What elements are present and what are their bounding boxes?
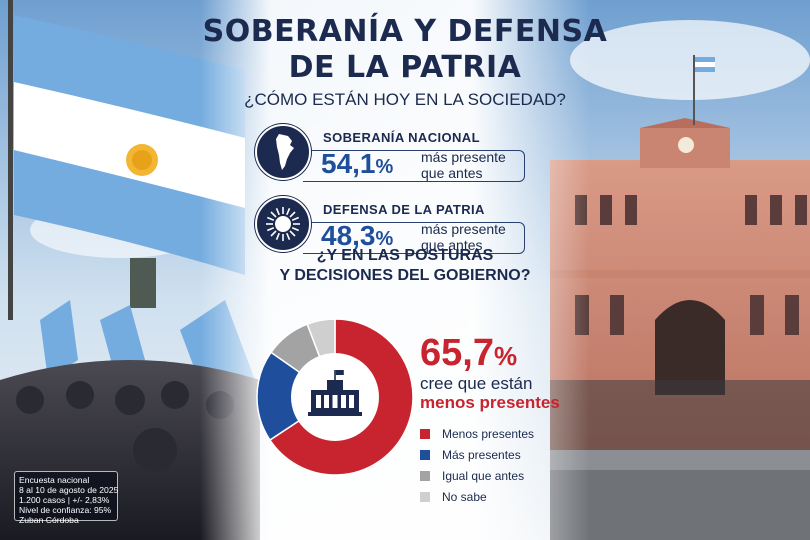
center-overlay (200, 0, 590, 540)
donut-chart (256, 318, 414, 476)
highlight-line-1: cree que están (420, 374, 533, 393)
title-line-1: SOBERANÍA Y DEFENSA (202, 14, 608, 49)
stat-frame (303, 222, 525, 254)
sun-of-may-icon (255, 196, 311, 252)
stat-defensa: DEFENSA DE LA PATRIA 48,3% más presente q… (255, 196, 535, 258)
stat-frame (303, 150, 525, 182)
stat-note: más presente que antes (421, 149, 506, 181)
government-house-icon (308, 370, 362, 416)
title-line-2: DE LA PATRIA (288, 50, 522, 85)
legend-item: No sabe (420, 486, 534, 507)
chart-legend: Menos presentes Más presentes Igual que an… (420, 423, 534, 507)
legend-item: Igual que antes (420, 465, 534, 486)
stat-value: 54,1% (321, 148, 394, 179)
stat-label: SOBERANÍA NACIONAL (323, 130, 480, 145)
argentina-map-icon (255, 124, 311, 180)
legend-item: Más presentes (420, 444, 534, 465)
stat-value: 48,3% (321, 220, 394, 251)
legend-swatch (420, 449, 430, 460)
argentine-flags-crowd (0, 0, 260, 540)
question-heading: ¿Y EN LAS POSTURAS Y DECISIONES DEL GOBI… (279, 247, 531, 284)
highlight-value: 65,7% (420, 332, 518, 374)
legend-swatch (420, 470, 430, 481)
legend-item: Menos presentes (420, 423, 534, 444)
casa-rosada-building (550, 55, 810, 540)
legend-label: Menos presentes (442, 426, 535, 441)
highlight-line-2: menos presentes (420, 393, 560, 412)
legend-label: Más presentes (442, 447, 521, 462)
stat-label: DEFENSA DE LA PATRIA (323, 202, 485, 217)
legend-swatch (420, 491, 430, 502)
stat-note: más presente que antes (421, 221, 506, 253)
source-box: Encuesta nacional 8 al 10 de agosto de 2… (14, 471, 118, 525)
legend-swatch (420, 428, 430, 439)
legend-label: Igual que antes (442, 468, 525, 483)
stat-soberania: SOBERANÍA NACIONAL 54,1% más presente que… (255, 124, 535, 186)
subtitle: ¿CÓMO ESTÁN HOY EN LA SOCIEDAD? (244, 90, 566, 109)
legend-label: No sabe (442, 489, 487, 504)
